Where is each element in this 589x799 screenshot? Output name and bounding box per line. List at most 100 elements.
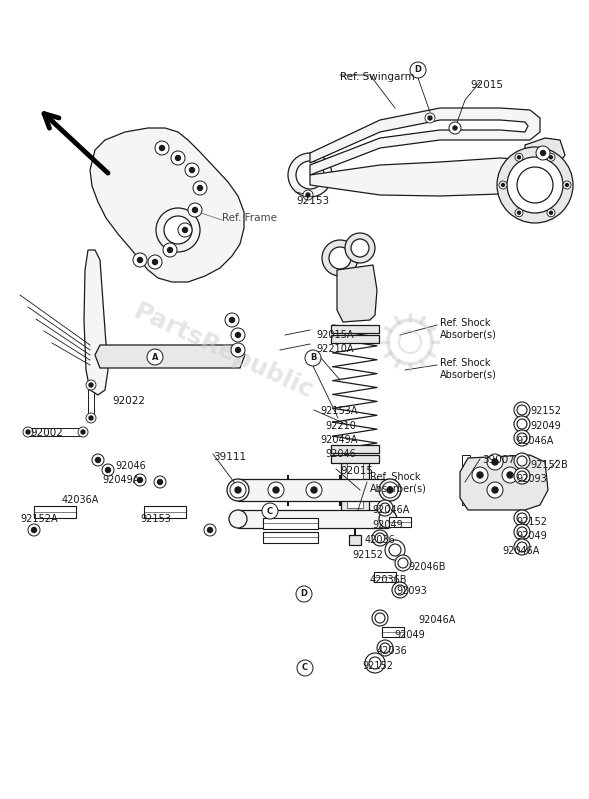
Bar bbox=[349, 535, 361, 545]
Circle shape bbox=[425, 113, 435, 123]
Polygon shape bbox=[310, 108, 540, 175]
Bar bbox=[263, 531, 317, 543]
Circle shape bbox=[398, 558, 408, 568]
Circle shape bbox=[518, 156, 521, 159]
Bar bbox=[347, 463, 363, 508]
Circle shape bbox=[550, 211, 552, 214]
Circle shape bbox=[235, 487, 241, 493]
Text: 92046A: 92046A bbox=[502, 546, 540, 556]
Text: 92153: 92153 bbox=[140, 514, 171, 524]
Circle shape bbox=[305, 350, 321, 366]
Text: 92152: 92152 bbox=[362, 661, 393, 671]
Circle shape bbox=[229, 510, 247, 528]
Circle shape bbox=[515, 209, 523, 217]
Circle shape bbox=[517, 513, 527, 523]
Text: 92015: 92015 bbox=[470, 80, 503, 90]
Circle shape bbox=[102, 464, 114, 476]
Circle shape bbox=[163, 243, 177, 257]
Circle shape bbox=[428, 116, 432, 120]
Text: C: C bbox=[267, 507, 273, 515]
Circle shape bbox=[365, 653, 385, 673]
Circle shape bbox=[392, 582, 408, 598]
Circle shape bbox=[204, 524, 216, 536]
Circle shape bbox=[306, 482, 322, 498]
Circle shape bbox=[377, 640, 393, 656]
Circle shape bbox=[507, 157, 563, 213]
Circle shape bbox=[345, 233, 375, 263]
Text: 92093: 92093 bbox=[396, 586, 427, 596]
Circle shape bbox=[89, 383, 93, 387]
Circle shape bbox=[296, 161, 324, 189]
Circle shape bbox=[541, 150, 545, 156]
Circle shape bbox=[89, 416, 93, 420]
Circle shape bbox=[410, 62, 426, 78]
Circle shape bbox=[501, 184, 505, 186]
Circle shape bbox=[273, 487, 279, 493]
Text: 92152: 92152 bbox=[530, 406, 561, 416]
Text: Ref. Shock
Absorber(s): Ref. Shock Absorber(s) bbox=[440, 358, 497, 380]
Circle shape bbox=[514, 430, 530, 446]
Circle shape bbox=[477, 472, 483, 478]
Bar bbox=[341, 458, 369, 513]
Text: D: D bbox=[300, 590, 307, 598]
Text: 92152B: 92152B bbox=[530, 460, 568, 470]
Circle shape bbox=[178, 223, 192, 237]
Circle shape bbox=[375, 613, 385, 623]
Circle shape bbox=[147, 349, 163, 365]
Text: 92046: 92046 bbox=[325, 449, 356, 459]
Text: 39111: 39111 bbox=[213, 452, 246, 462]
Text: PartsRepublic: PartsRepublic bbox=[130, 300, 317, 403]
Circle shape bbox=[155, 141, 169, 155]
Bar bbox=[263, 518, 317, 528]
Circle shape bbox=[565, 184, 568, 186]
Text: B: B bbox=[310, 353, 316, 363]
Polygon shape bbox=[331, 445, 379, 453]
Circle shape bbox=[231, 343, 245, 357]
Circle shape bbox=[372, 610, 388, 626]
Bar bbox=[28, 428, 83, 436]
Circle shape bbox=[262, 503, 278, 519]
Circle shape bbox=[148, 255, 162, 269]
Circle shape bbox=[78, 427, 88, 437]
Circle shape bbox=[514, 402, 530, 418]
Bar bbox=[389, 517, 411, 527]
Text: 92049: 92049 bbox=[516, 531, 547, 541]
Circle shape bbox=[502, 467, 518, 483]
Circle shape bbox=[492, 487, 498, 493]
Text: 92046: 92046 bbox=[115, 461, 145, 471]
Polygon shape bbox=[90, 128, 244, 282]
Text: 92210: 92210 bbox=[325, 421, 356, 431]
Circle shape bbox=[190, 168, 194, 173]
Circle shape bbox=[487, 454, 503, 470]
Circle shape bbox=[499, 181, 507, 189]
Text: Ref. Shock
Absorber(s): Ref. Shock Absorber(s) bbox=[440, 318, 497, 340]
Circle shape bbox=[23, 427, 33, 437]
Circle shape bbox=[380, 503, 390, 513]
Text: 42036: 42036 bbox=[365, 535, 396, 545]
Circle shape bbox=[563, 181, 571, 189]
Polygon shape bbox=[95, 345, 245, 368]
Circle shape bbox=[137, 257, 143, 263]
Bar bbox=[374, 572, 396, 582]
Circle shape bbox=[395, 585, 405, 595]
Circle shape bbox=[514, 468, 530, 484]
Circle shape bbox=[550, 156, 552, 159]
Text: 92022: 92022 bbox=[112, 396, 145, 406]
Text: C: C bbox=[302, 663, 308, 673]
Circle shape bbox=[517, 456, 527, 466]
Circle shape bbox=[105, 467, 111, 472]
Text: 92049A: 92049A bbox=[320, 435, 358, 445]
Circle shape bbox=[227, 479, 249, 501]
Circle shape bbox=[306, 193, 310, 197]
Circle shape bbox=[507, 472, 513, 478]
Circle shape bbox=[517, 419, 527, 429]
Circle shape bbox=[547, 153, 555, 161]
Text: 92046A: 92046A bbox=[418, 615, 455, 625]
Circle shape bbox=[133, 253, 147, 267]
Circle shape bbox=[288, 153, 332, 197]
Polygon shape bbox=[337, 265, 377, 322]
Text: 92049: 92049 bbox=[394, 630, 425, 640]
Bar bbox=[462, 455, 470, 505]
Circle shape bbox=[322, 240, 358, 276]
Circle shape bbox=[517, 433, 527, 443]
